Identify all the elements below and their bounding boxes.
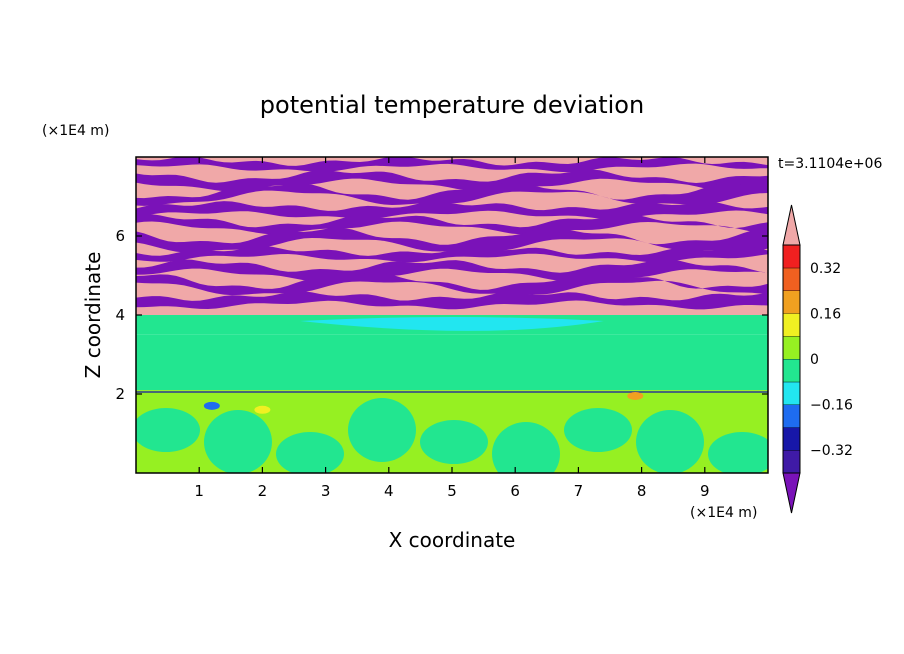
eddy-2 — [276, 432, 344, 473]
x-tick-label-2: 3 — [321, 482, 331, 500]
x-tick-label-4: 5 — [447, 482, 457, 500]
colorbar-segment-2 — [783, 404, 800, 428]
x-tick-label-1: 2 — [258, 482, 268, 500]
band-middle — [136, 334, 768, 391]
stripe-8 — [136, 272, 768, 296]
colorbar-label-2: 0 — [810, 352, 819, 368]
blob-2 — [627, 391, 644, 400]
eddy-4 — [420, 420, 488, 465]
x-tick-label-0: 1 — [194, 482, 204, 500]
y-tick-label-1: 4 — [115, 306, 125, 324]
colorbar-label-0: 0.32 — [810, 261, 841, 277]
blob-0 — [203, 401, 220, 410]
colorbar-arrow-low — [782, 472, 801, 514]
stripe-0 — [136, 157, 768, 173]
eddy-6 — [564, 408, 632, 453]
y-axis: 2 4 6 — [115, 227, 768, 403]
colorbar-segment-9 — [783, 245, 800, 268]
blob-1 — [254, 405, 271, 414]
x-tick-label-3: 4 — [384, 482, 394, 500]
eddy-8 — [708, 432, 768, 473]
colorbar-segment-1 — [783, 427, 800, 451]
colorbar-segment-4 — [783, 359, 800, 382]
colorbar-label-1: 0.16 — [810, 306, 841, 322]
y-tick-label-2: 6 — [115, 227, 125, 245]
y-axis-title: Z coordinate — [81, 252, 105, 379]
stripe-9 — [136, 291, 768, 310]
colorbar-label-3: −0.16 — [810, 398, 853, 414]
stripe-4 — [136, 214, 768, 235]
colorbar-segment-5 — [783, 336, 800, 359]
colorbar-label-4: −0.32 — [810, 443, 853, 459]
colorbar-segment-6 — [783, 313, 800, 337]
stripe-5 — [136, 227, 768, 253]
colorbar: 0.32 0.16 0 −0.16 −0.32 — [782, 204, 853, 514]
eddy-5 — [492, 422, 560, 473]
stripe-6 — [136, 246, 768, 263]
x-tick-label-8: 9 — [700, 482, 710, 500]
y-tick-label-0: 2 — [115, 385, 125, 403]
eddy-1 — [204, 410, 272, 473]
x-tick-label-7: 8 — [637, 482, 647, 500]
x-tick-label-6: 7 — [574, 482, 584, 500]
stripe-1 — [136, 169, 768, 192]
colorbar-segment-7 — [783, 290, 800, 314]
y-unit-label: (×1E4 m) — [42, 123, 109, 139]
time-label: t=3.1104e+06 — [778, 156, 882, 172]
colorbar-segment-8 — [783, 267, 800, 291]
colorbar-frame — [782, 244, 801, 474]
x-unit-label: (×1E4 m) — [690, 505, 757, 521]
eddy-0 — [136, 408, 200, 453]
plot-field — [136, 157, 768, 473]
cyan-lens — [300, 317, 604, 331]
x-tick-label-5: 6 — [510, 482, 520, 500]
stripe-2 — [136, 182, 768, 206]
colorbar-segment-3 — [783, 381, 800, 405]
colorbar-arrow-high — [782, 204, 801, 246]
colorbar-segment-0 — [783, 450, 800, 473]
eddy-3 — [348, 398, 416, 463]
x-axis: 1 2 3 4 5 6 7 8 9 — [194, 157, 710, 500]
stripe-3 — [136, 201, 768, 220]
eddy-7 — [636, 410, 704, 473]
chart-title: potential temperature deviation — [260, 91, 644, 119]
x-axis-title: X coordinate — [389, 528, 516, 552]
